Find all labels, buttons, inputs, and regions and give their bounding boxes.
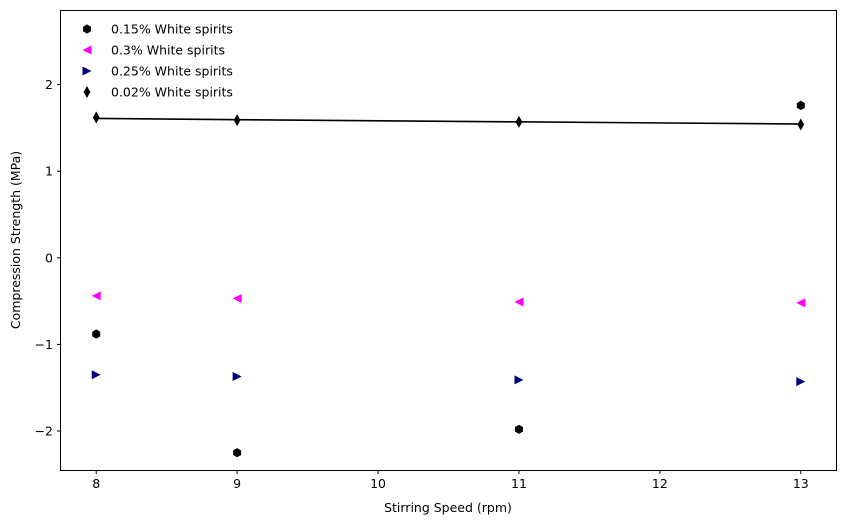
data-point-series-1 (514, 424, 523, 434)
data-point-series-2 (796, 298, 806, 308)
data-point-series-1 (233, 448, 242, 458)
legend-marker-1 (83, 24, 91, 34)
y-axis-label: Compression Strength (MPa) (8, 151, 23, 329)
y-tick-label: 1 (45, 164, 53, 179)
legend-marker-3 (82, 66, 92, 76)
legend-label-2: 0.3% White spirits (111, 43, 225, 58)
data-point-series-1 (92, 329, 101, 339)
data-point-series-3 (91, 370, 101, 380)
x-tick-label: 11 (511, 476, 527, 491)
legend-marker-4 (83, 86, 91, 98)
y-tick-label: −2 (35, 424, 53, 439)
data-point-series-2 (514, 297, 524, 307)
x-tick-label: 10 (370, 476, 386, 491)
plot-frame (60, 10, 837, 471)
trend-line (96, 117, 801, 125)
data-point-series-4 (515, 115, 523, 128)
y-tick-label: 2 (45, 77, 53, 92)
data-point-series-3 (796, 377, 806, 387)
data-point-series-1 (796, 100, 805, 110)
legend-label-1: 0.15% White spirits (111, 22, 233, 37)
x-axis-label: Stirring Speed (rpm) (384, 500, 512, 515)
x-tick-label: 9 (233, 476, 241, 491)
data-point-series-3 (232, 371, 242, 381)
legend-marker-2 (82, 45, 92, 55)
y-tick-label: 0 (45, 250, 53, 265)
legend-label-3: 0.25% White spirits (111, 64, 233, 79)
data-point-series-3 (514, 375, 524, 385)
x-tick-label: 13 (793, 476, 809, 491)
x-tick-label: 12 (652, 476, 668, 491)
data-point-series-4 (797, 118, 805, 131)
legend-label-4: 0.02% White spirits (111, 85, 233, 100)
data-point-series-4 (92, 111, 100, 124)
data-point-series-4 (233, 114, 241, 127)
legend: 0.15% White spirits 0.3% White spirits 0.2… (82, 22, 233, 100)
data-point-series-2 (91, 291, 101, 301)
x-tick-label: 8 (92, 476, 100, 491)
data-point-series-2 (232, 294, 242, 304)
y-tick-label: −1 (35, 337, 53, 352)
